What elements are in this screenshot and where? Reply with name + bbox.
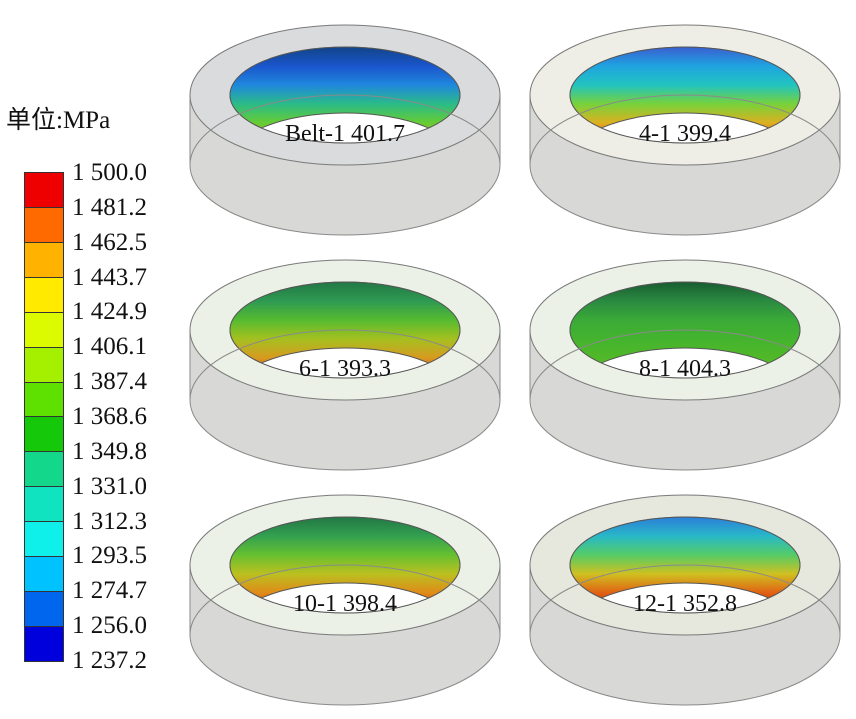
panel-label: 8-1 404.3 bbox=[639, 356, 731, 382]
legend-tick-label: 1 406.1 bbox=[72, 333, 147, 361]
panel-label: 6-1 393.3 bbox=[299, 356, 391, 382]
panel-label: 4-1 399.4 bbox=[639, 121, 731, 147]
legend-swatch bbox=[25, 522, 63, 558]
inner-rim bbox=[569, 516, 801, 614]
legend-swatch bbox=[25, 626, 63, 661]
legend-tick-label: 1 274.7 bbox=[72, 577, 147, 605]
legend-tick-label: 1 481.2 bbox=[72, 193, 147, 221]
inner-rim bbox=[569, 46, 801, 144]
legend-color-bar bbox=[24, 172, 64, 662]
legend-tick-label: 1 462.5 bbox=[72, 228, 147, 256]
ring-bottom-outline bbox=[189, 94, 501, 166]
legend-swatch bbox=[25, 173, 63, 208]
inner-rim bbox=[569, 281, 801, 379]
panel-label: Belt-1 401.7 bbox=[285, 121, 405, 147]
legend-swatch bbox=[25, 347, 63, 383]
ring-panel: Belt-1 401.7 bbox=[189, 24, 501, 236]
inner-rim bbox=[229, 281, 461, 379]
legend-tick-label: 1 312.3 bbox=[72, 507, 147, 535]
legend-tick-label: 1 256.0 bbox=[72, 612, 147, 640]
ring-bottom-outline bbox=[189, 329, 501, 401]
legend-swatch bbox=[25, 417, 63, 453]
ring-bottom-outline bbox=[529, 94, 841, 166]
legend-tick-label: 1 368.6 bbox=[72, 403, 147, 430]
legend-swatch bbox=[25, 382, 63, 418]
legend-tick-label: 1 500.0 bbox=[72, 159, 147, 186]
legend-swatch bbox=[25, 557, 63, 593]
legend-tick-label: 1 331.0 bbox=[72, 472, 147, 500]
inner-rim bbox=[229, 46, 461, 144]
ring-panel: 12-1 352.8 bbox=[529, 494, 841, 706]
legend-swatch bbox=[25, 207, 63, 243]
legend-swatch bbox=[25, 452, 63, 488]
inner-rim bbox=[229, 516, 461, 614]
unit-label: 单位:MPa bbox=[6, 107, 111, 134]
legend-swatch bbox=[25, 312, 63, 348]
legend-swatch bbox=[25, 592, 63, 627]
legend-tick-label: 1 387.4 bbox=[72, 368, 147, 396]
ring-bottom-outline bbox=[529, 564, 841, 636]
ring-bottom-outline bbox=[529, 329, 841, 401]
panel-label: 12-1 352.8 bbox=[633, 591, 737, 617]
legend-tick-label: 1 424.9 bbox=[72, 298, 147, 326]
legend-tick-label: 1 349.8 bbox=[72, 437, 147, 465]
ring-panel: 4-1 399.4 bbox=[529, 24, 841, 236]
ring-panel: 6-1 393.3 bbox=[189, 259, 501, 471]
legend-swatch bbox=[25, 277, 63, 313]
legend-swatch bbox=[25, 487, 63, 523]
legend-tick-label: 1 237.2 bbox=[72, 647, 147, 674]
ring-bottom-outline bbox=[189, 564, 501, 636]
ring-panel: 8-1 404.3 bbox=[529, 259, 841, 471]
legend-tick-label: 1 293.5 bbox=[72, 542, 147, 570]
panel-label: 10-1 398.4 bbox=[293, 591, 397, 617]
legend-swatch bbox=[25, 242, 63, 278]
ring-panel: 10-1 398.4 bbox=[189, 494, 501, 706]
legend-tick-label: 1 443.7 bbox=[72, 263, 147, 291]
stress-legend: 1 500.0 1 481.2 1 462.5 1 443.7 1 424.9 1 406… bbox=[24, 160, 147, 673]
